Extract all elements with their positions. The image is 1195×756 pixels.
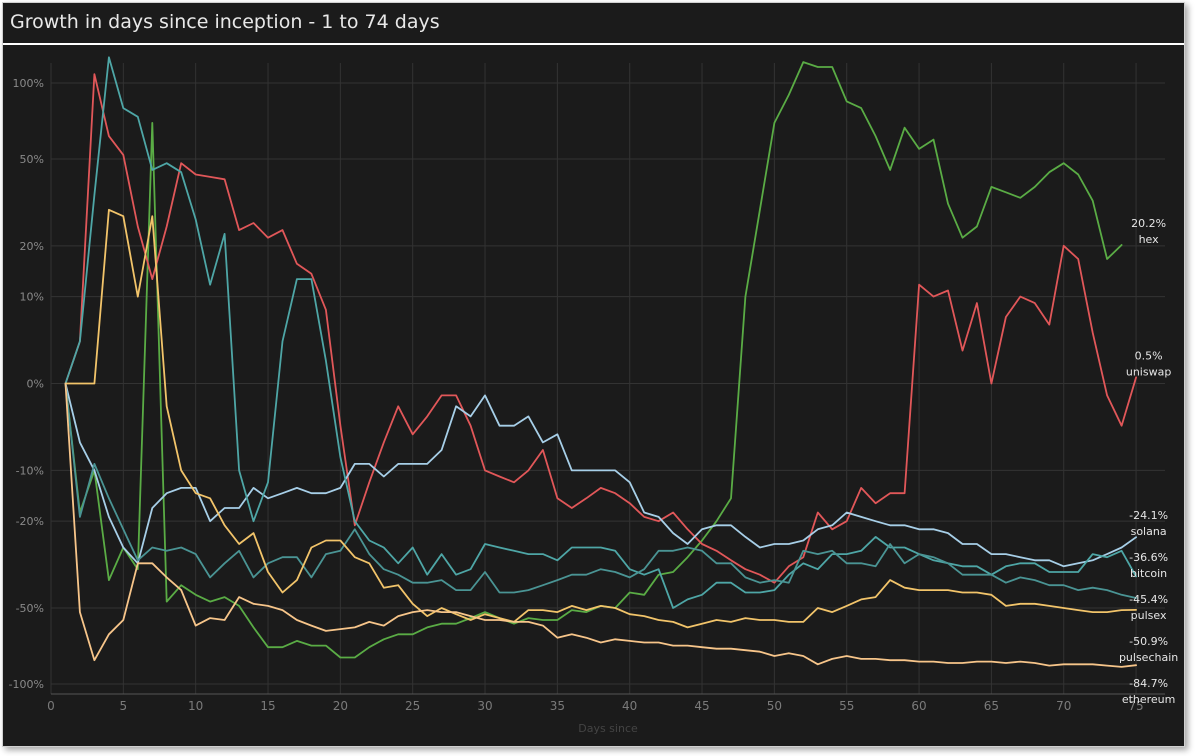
end-label-name-hex: hex — [1139, 233, 1160, 246]
series-line-pulsex — [64, 382, 1137, 599]
end-label-name-uniswap: uniswap — [1126, 365, 1171, 378]
end-label-name-ethereum: ethereum — [1122, 693, 1176, 706]
x-tick-label: 75 — [1128, 699, 1143, 713]
y-tick-label: 20% — [20, 240, 44, 253]
end-label-value-pulsechain: -50.9% — [1129, 635, 1168, 648]
series-line-hex — [64, 61, 1123, 659]
x-tick-label: 20 — [333, 699, 348, 713]
x-tick-label: 35 — [550, 699, 565, 713]
x-tick-label: 40 — [622, 699, 637, 713]
end-label-value-uniswap: 0.5% — [1135, 349, 1163, 362]
x-tick-label: 15 — [260, 699, 275, 713]
end-label-value-pulsex: -45.4% — [1129, 593, 1168, 606]
y-tick-label: 10% — [20, 291, 44, 304]
x-tick-label: 10 — [188, 699, 203, 713]
x-tick-label: 0 — [47, 699, 55, 713]
y-tick-label: -100% — [9, 678, 44, 691]
x-axis-label: Days since — [578, 722, 638, 735]
y-tick-label: -10% — [16, 464, 44, 477]
series-line-bitcoin — [64, 56, 1137, 609]
chart-frame: Growth in days since inception - 1 to 74… — [2, 2, 1185, 747]
line-chart: 0 5 10 15 20 25 30 35 40 45 50 55 60 65 70 75 100% 50% 20%… — [9, 56, 1178, 735]
y-tick-label: -20% — [16, 515, 44, 528]
end-label-name-pulsex: pulsex — [1131, 609, 1167, 622]
y-tick-label: 0% — [27, 378, 44, 391]
x-tick-label: 50 — [767, 699, 782, 713]
series-line-ethereum — [64, 382, 1137, 668]
end-label-name-bitcoin: bitcoin — [1130, 567, 1167, 580]
x-tick-label: 5 — [120, 699, 128, 713]
end-label-value-ethereum: -84.7% — [1129, 677, 1168, 690]
chart-title: Growth in days since inception - 1 to 74… — [10, 11, 440, 33]
end-label-value-bitcoin: -36.6% — [1129, 551, 1168, 564]
x-tick-label: 45 — [694, 699, 709, 713]
end-label-value-solana: -24.1% — [1129, 509, 1168, 522]
x-tick-label: 60 — [911, 699, 926, 713]
end-label-name-pulsechain: pulsechain — [1119, 651, 1178, 664]
end-label-name-solana: solana — [1131, 525, 1167, 538]
x-tick-label: 55 — [839, 699, 854, 713]
y-tick-label: -50% — [16, 602, 44, 615]
y-tick-label: 100% — [13, 77, 44, 90]
x-tick-label: 25 — [405, 699, 420, 713]
title-bar: Growth in days since inception - 1 to 74… — [3, 3, 1184, 45]
x-tick-label: 30 — [477, 699, 492, 713]
series-line-pulsechain — [64, 208, 1137, 629]
end-label-value-hex: 20.2% — [1131, 217, 1166, 230]
x-tick-label: 70 — [1056, 699, 1071, 713]
series-line-solana — [64, 382, 1137, 568]
series-line-uniswap — [64, 73, 1137, 584]
y-tick-label: 50% — [20, 153, 44, 166]
x-tick-label: 65 — [984, 699, 999, 713]
